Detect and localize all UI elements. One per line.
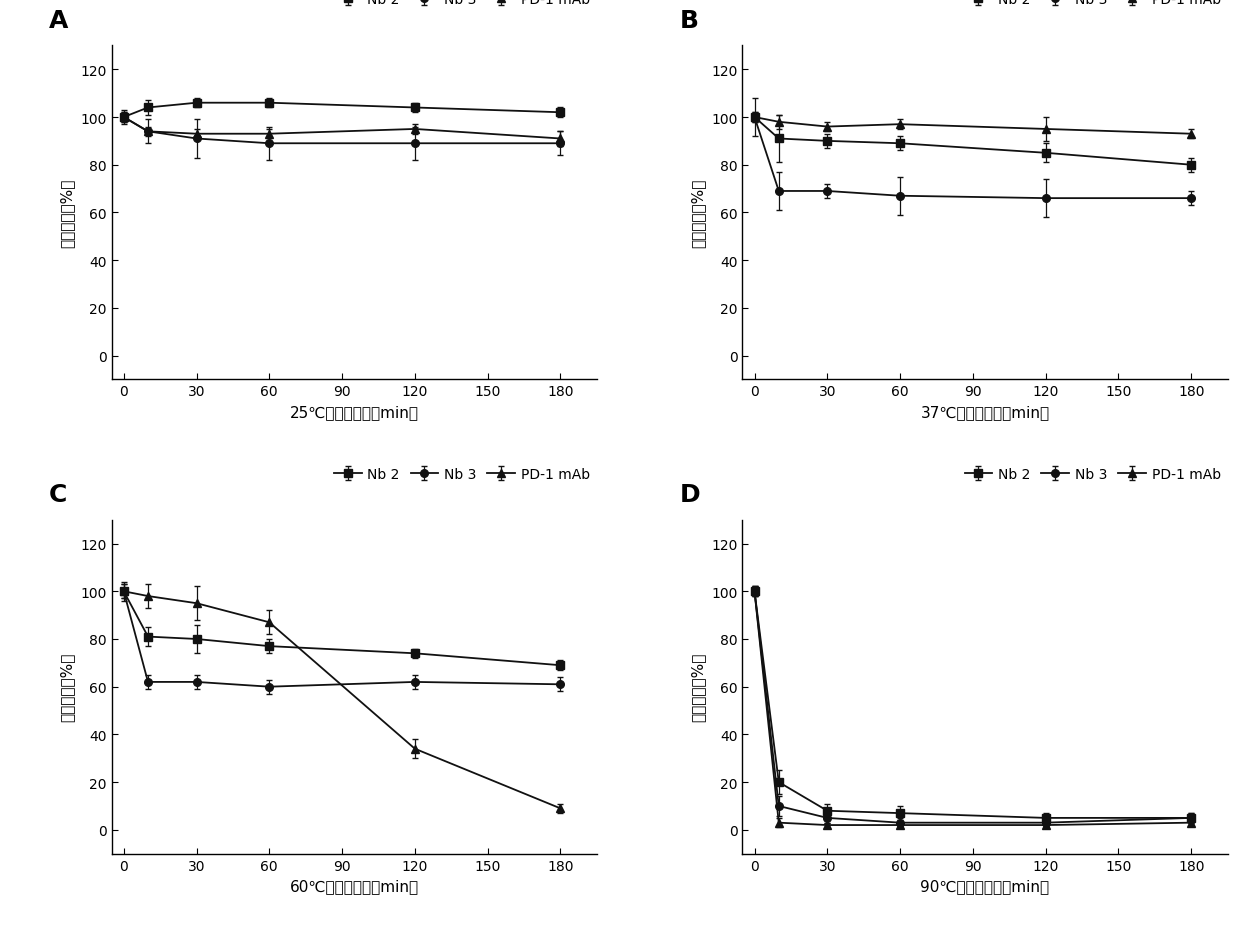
Text: C: C [48,483,67,507]
Legend: Nb 2, Nb 3, PD-1 mAb: Nb 2, Nb 3, PD-1 mAb [334,467,590,481]
Text: A: A [48,9,68,33]
Legend: Nb 2, Nb 3, PD-1 mAb: Nb 2, Nb 3, PD-1 mAb [965,0,1220,7]
Legend: Nb 2, Nb 3, PD-1 mAb: Nb 2, Nb 3, PD-1 mAb [965,467,1220,481]
Y-axis label: 相对活性（%）: 相对活性（%） [60,178,74,248]
X-axis label: 25℃下放置时间（min）: 25℃下放置时间（min） [290,405,419,419]
X-axis label: 90℃下放置时间（min）: 90℃下放置时间（min） [920,878,1049,893]
Y-axis label: 相对活性（%）: 相对活性（%） [691,178,706,248]
Y-axis label: 相对活性（%）: 相对活性（%） [691,652,706,722]
X-axis label: 60℃下放置时间（min）: 60℃下放置时间（min） [290,878,419,893]
Text: D: D [680,483,699,507]
Y-axis label: 相对活性（%）: 相对活性（%） [60,652,74,722]
Text: B: B [680,9,698,33]
X-axis label: 37℃下放置时间（min）: 37℃下放置时间（min） [920,405,1049,419]
Legend: Nb 2, Nb 3, PD-1 mAb: Nb 2, Nb 3, PD-1 mAb [334,0,590,7]
